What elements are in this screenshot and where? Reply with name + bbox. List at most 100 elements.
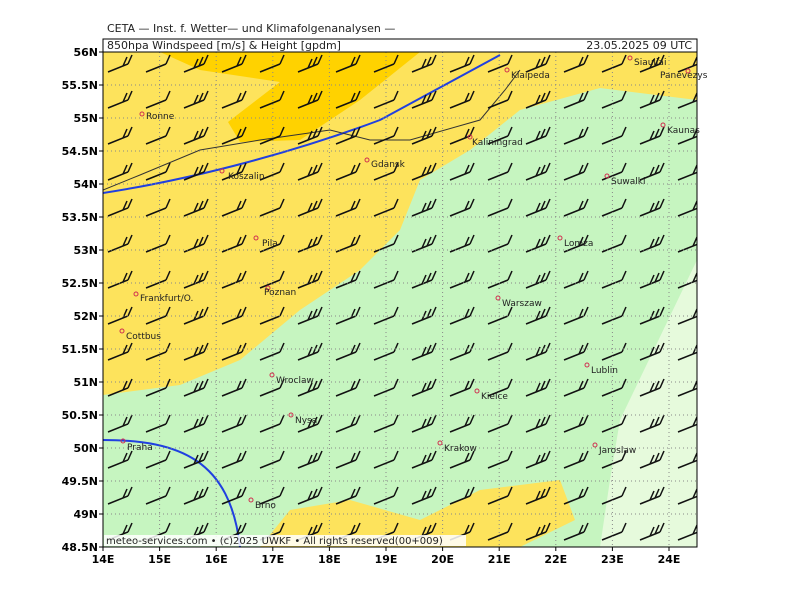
city-label: Gdansk [371, 160, 406, 170]
barb-feather [317, 486, 323, 497]
wind-barb [221, 90, 247, 109]
barb-feather [659, 54, 665, 65]
wind-barb [221, 306, 247, 325]
wind-barb [487, 306, 513, 325]
barb-staff [335, 243, 357, 253]
barb-feather [165, 414, 171, 425]
barb-feather [198, 164, 204, 175]
city-label: Ronne [146, 112, 175, 122]
barb-feather [431, 414, 437, 425]
barb-feather [649, 418, 655, 429]
barb-feather [583, 126, 589, 137]
barb-feather [540, 92, 546, 103]
wind-barb [183, 450, 209, 469]
barb-feather [127, 54, 133, 65]
barb-feather [122, 56, 128, 67]
barb-feather [421, 130, 427, 141]
barb-staff [449, 207, 471, 217]
wind-barb [107, 450, 133, 469]
city-label: Klaipeda [511, 71, 550, 81]
barb-feather [545, 414, 551, 425]
barb-feather [165, 162, 171, 173]
barb-feather [122, 452, 128, 463]
barb-feather [127, 234, 133, 245]
barb-feather [312, 200, 318, 211]
barb-feather [545, 378, 551, 389]
wind-barb [221, 54, 247, 73]
barb-staff [221, 351, 243, 361]
barb-feather [122, 272, 128, 283]
wind-barb [335, 198, 361, 217]
barb-staff [221, 495, 243, 505]
wind-barb [639, 162, 665, 181]
barb-feather [421, 166, 427, 177]
lon-label: 22E [544, 553, 567, 566]
wind-barb [373, 414, 399, 433]
barb-feather [317, 414, 323, 425]
barb-feather [469, 486, 475, 497]
map-frame [102, 51, 698, 548]
barb-feather [279, 306, 285, 317]
barb-feather [127, 270, 133, 281]
barb-staff [373, 423, 395, 433]
barb-staff [563, 423, 585, 433]
barb-staff [487, 63, 509, 73]
barb-feather [426, 56, 432, 67]
wind-barb [563, 162, 589, 181]
barb-feather [507, 198, 513, 209]
barb-feather [507, 90, 513, 101]
barb-feather [692, 272, 697, 283]
barb-feather [535, 166, 541, 177]
barb-feather [535, 310, 541, 321]
barb-staff [145, 279, 167, 289]
wind-barb [297, 90, 323, 109]
barb-feather [659, 378, 665, 389]
barb-feather [583, 378, 589, 389]
barb-staff [259, 63, 281, 73]
barb-feather [426, 344, 432, 355]
barb-feather [241, 126, 247, 137]
barb-feather [621, 126, 627, 137]
barb-feather [307, 202, 313, 213]
barb-staff [373, 279, 395, 289]
wind-barb [221, 486, 247, 505]
wind-barb [259, 270, 285, 289]
city-dot [248, 497, 254, 503]
barb-feather [621, 90, 627, 101]
city-label: Brno [255, 501, 276, 511]
barb-staff [449, 495, 471, 505]
barb-feather [127, 198, 133, 209]
barb-feather [426, 380, 432, 391]
barb-feather [621, 486, 627, 497]
wind-barb [335, 54, 361, 73]
wind-barb [373, 90, 399, 109]
barb-feather [431, 486, 437, 497]
barb-feather [307, 526, 313, 537]
wind-barb [487, 54, 513, 73]
barb-staff [107, 495, 129, 505]
barb-feather [540, 200, 546, 211]
barb-feather [578, 200, 584, 211]
wind-barb [639, 342, 665, 361]
barb-feather [649, 490, 655, 501]
city-dot [364, 157, 370, 163]
barb-feather [307, 454, 313, 465]
barb-feather [198, 488, 204, 499]
barb-feather [654, 524, 660, 535]
wind-barb [183, 198, 209, 217]
cities: Siauliai Panevezys Klaipeda Ronne Kaunas… [119, 55, 708, 511]
city-dot [474, 388, 480, 394]
barb-feather [654, 164, 660, 175]
barb-feather [421, 274, 427, 285]
city-dot [437, 440, 443, 446]
lat-label: 49N [73, 508, 98, 521]
wind-barb [183, 486, 209, 505]
barb-feather [545, 270, 551, 281]
axes: 14E 15E 16E 17E 18E 19E 20E 21E 22E 23E 24E 56N 55.5… [62, 46, 681, 566]
lon-label: 23E [601, 553, 624, 566]
barb-feather [350, 200, 356, 211]
barb-feather [649, 166, 655, 177]
wind-barb [525, 90, 551, 109]
barb-feather [535, 526, 541, 537]
lat-label: 53N [73, 244, 98, 257]
